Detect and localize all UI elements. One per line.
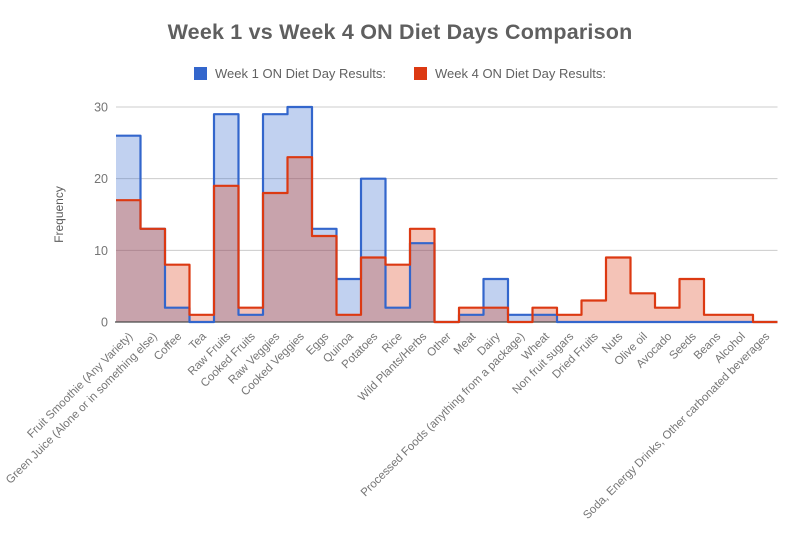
x-axis-label: Processed Foods (anything from a package… — [359, 331, 528, 500]
series-line-week4[interactable] — [116, 156, 778, 324]
y-axis-tick-label: 10 — [94, 244, 108, 258]
chart-title: Week 1 vs Week 4 ON Diet Days Comparison — [167, 20, 633, 44]
legend-label-week4: Week 4 ON Diet Day Results: — [435, 66, 606, 81]
y-axis-tick-label: 0 — [101, 316, 108, 330]
y-axis-tick-label: 30 — [94, 101, 108, 115]
chart-legend: Week 1 ON Diet Day Results: Week 4 ON Di… — [0, 66, 800, 81]
y-axis-tick-label: 20 — [94, 172, 108, 186]
week4-series-swatch-icon — [414, 67, 427, 80]
x-axis-label: Fruit Smoothie (Any Variety) — [25, 331, 135, 441]
legend-item-week4[interactable]: Week 4 ON Diet Day Results: — [414, 66, 606, 81]
x-axis-label: Other — [425, 331, 454, 360]
legend-label-week1: Week 1 ON Diet Day Results: — [215, 66, 386, 81]
y-axis-title: Frequency — [52, 186, 66, 243]
week1-series-swatch-icon — [194, 67, 208, 80]
series-area-week1 — [116, 107, 778, 322]
legend-item-week1[interactable]: Week 1 ON Diet Day Results: — [194, 66, 386, 81]
x-axis-label: Coffee — [152, 331, 184, 363]
x-axis-label: Meat — [452, 330, 479, 357]
x-axis-label: Green Juice (Alone or in something else) — [4, 331, 160, 487]
series-area-week4 — [116, 157, 778, 322]
